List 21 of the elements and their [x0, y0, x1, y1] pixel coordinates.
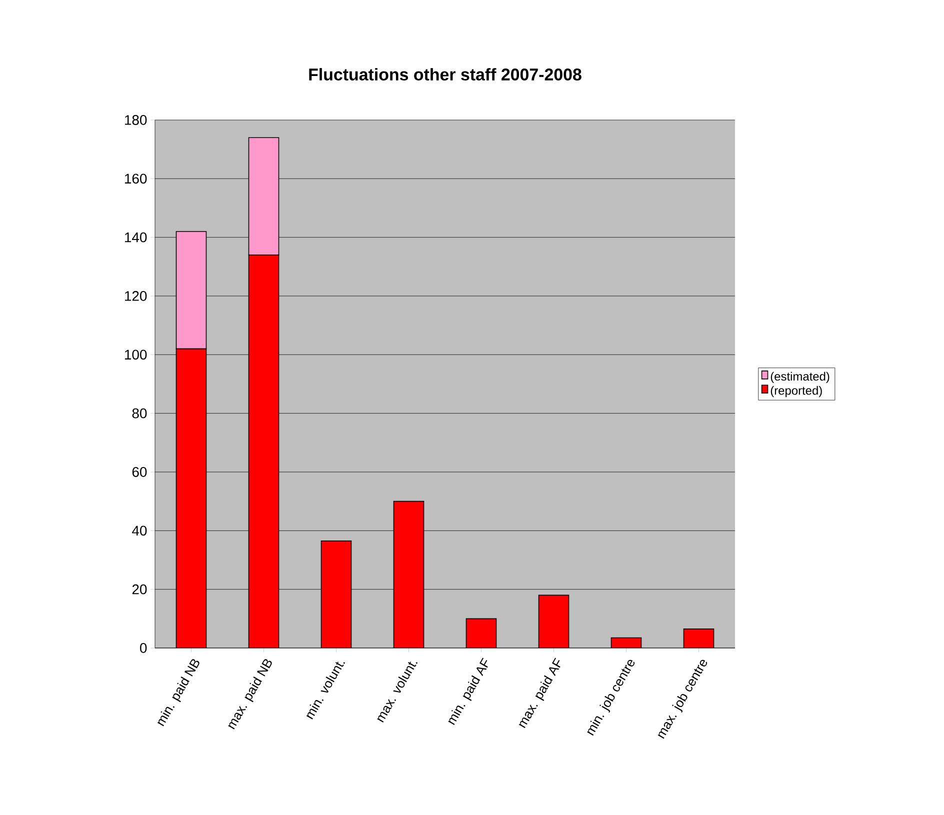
- y-tick-label: 40: [132, 526, 147, 536]
- y-tick-label: 140: [125, 232, 147, 242]
- bar: [248, 254, 280, 648]
- y-tick-label: 60: [132, 467, 147, 477]
- y-tick-label: 120: [125, 291, 147, 301]
- bar: [320, 540, 352, 648]
- y-tick-label: 20: [132, 584, 147, 594]
- y-tick-label: 0: [140, 643, 147, 653]
- y-tick-label: 100: [125, 350, 147, 360]
- bar: [176, 348, 207, 648]
- bar: [683, 628, 714, 648]
- bar: [466, 618, 497, 648]
- bar: [538, 594, 570, 648]
- bar: [393, 500, 424, 648]
- y-tick-label: 180: [125, 115, 147, 125]
- y-tick-label: 160: [125, 174, 147, 184]
- chart-title: Fluctuations other staff 2007-2008: [309, 68, 582, 81]
- y-tick-label: 80: [132, 408, 147, 418]
- legend-label: (estimated): [770, 372, 830, 383]
- bar: [611, 638, 642, 648]
- legend-label: (reported): [770, 386, 822, 398]
